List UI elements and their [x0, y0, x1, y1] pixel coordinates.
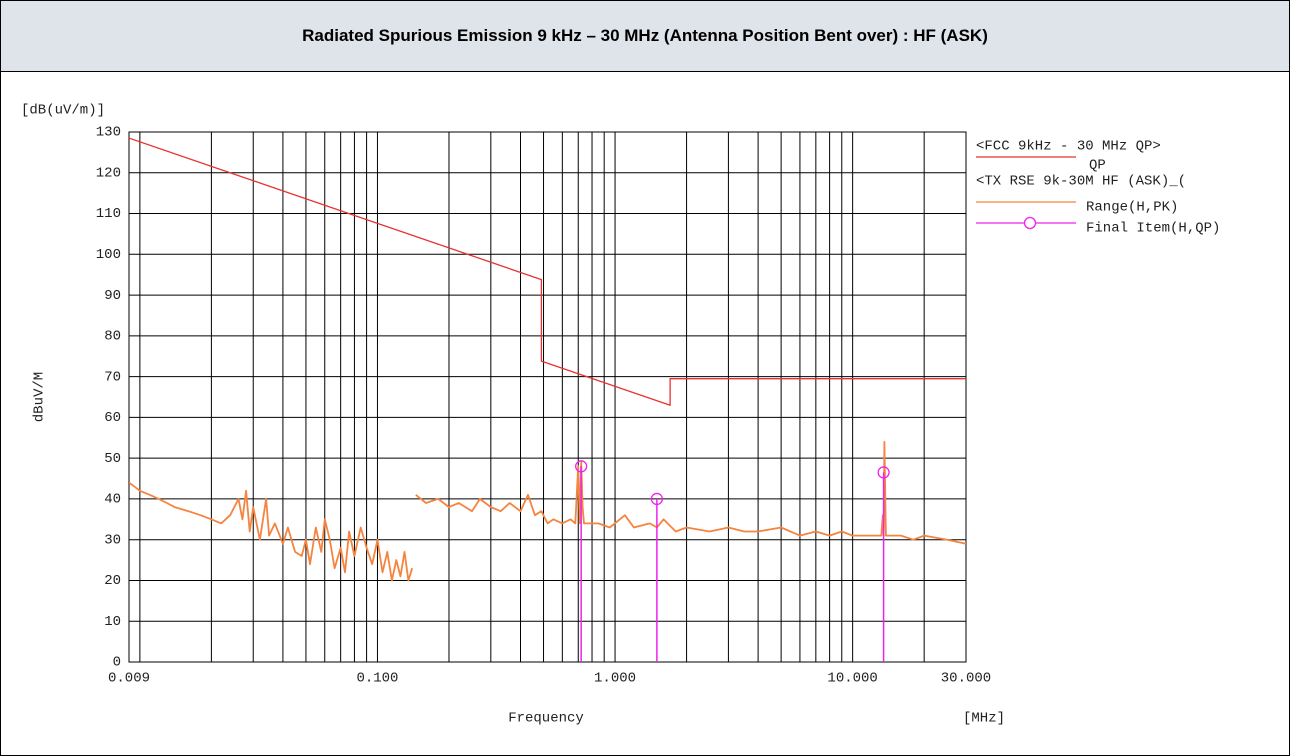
legend-marker [1023, 216, 1037, 230]
legend-label: Range(H,PK) [1086, 200, 1178, 216]
legend-heading: <TX RSE 9k-30M HF (ASK)_( [976, 174, 1186, 190]
plot-area [128, 131, 967, 663]
y-tick-label: 60 [104, 410, 121, 426]
chart: 0 10 20 30 40 50 60 70 80 90 100 110 120 130 0.009 0.10… [21, 103, 1220, 727]
y-tick-label: 80 [104, 329, 121, 345]
plot-marks [129, 137, 967, 662]
y-tick-label: 50 [104, 451, 121, 467]
x-tick-label: 0.100 [356, 671, 398, 687]
series-line [129, 137, 966, 406]
y-tick-label: 100 [96, 247, 121, 263]
y-tick-label: 70 [104, 369, 121, 385]
y-tick-label: 90 [104, 288, 121, 304]
y-tick-label: 20 [104, 573, 121, 589]
legend-label: QP [1089, 158, 1106, 174]
marker [575, 460, 588, 473]
y-axis-label: dBuV/M [32, 372, 48, 422]
x-tick-label: 0.009 [108, 671, 150, 687]
y-tick-label: 0 [113, 655, 121, 671]
y-tick-label: 120 [96, 165, 121, 181]
title: Radiated Spurious Emission 9 kHz – 30 MH… [1, 1, 1289, 72]
y-tick-label: 30 [104, 532, 121, 548]
y-tick-label: 110 [96, 206, 121, 222]
series-line [415, 440, 967, 545]
y-tick-label: 130 [96, 125, 121, 141]
series-line [129, 481, 414, 582]
marker [650, 492, 664, 506]
y-unit: [dB(uV/m)] [21, 103, 105, 119]
x-unit: [MHz] [963, 711, 1005, 727]
x-tick-label: 10.000 [827, 671, 877, 687]
x-tick-label: 30.000 [941, 671, 991, 687]
y-tick-label: 10 [104, 614, 121, 630]
y-tick-label: 40 [104, 492, 121, 508]
marker [877, 466, 890, 479]
x-tick-label: 1.000 [594, 671, 636, 687]
legend-heading: <FCC 9kHz - 30 MHz QP> [976, 139, 1161, 155]
legend-label: Final Item(H,QP) [1086, 221, 1220, 237]
x-axis-label: Frequency [508, 711, 584, 727]
